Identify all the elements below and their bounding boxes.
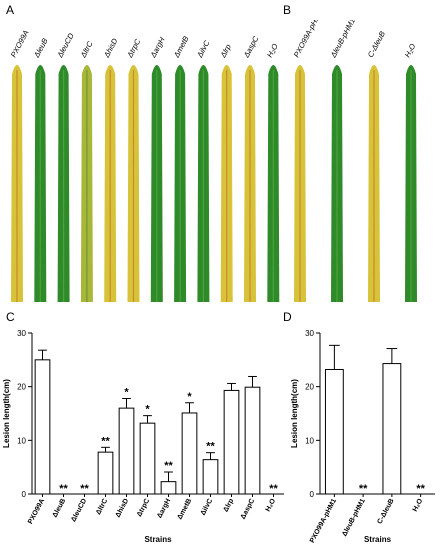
y-tick-label: 30 <box>17 329 26 338</box>
category-label: PXO99A-pHM1 <box>309 498 338 545</box>
bar-3 <box>97 451 114 495</box>
leaf-4 <box>104 65 117 302</box>
y-tick-label: 20 <box>17 383 26 392</box>
category-label: ΔhisD <box>115 498 131 519</box>
leaf-photo-a: PXO99A ΔleuB ΔleuCD ΔltrC ΔhisD ΔtrpC ΔargH Δme… <box>8 20 282 302</box>
category-label: PXO99A <box>27 498 46 526</box>
category-label: ΔaspC <box>240 498 257 521</box>
significance-mark: ** <box>416 483 425 495</box>
category-label: ΔargH <box>156 498 172 520</box>
panel-label-c: C <box>6 310 15 324</box>
significance-mark: ** <box>101 435 110 447</box>
bar-4 <box>118 407 135 495</box>
leaf-label: ΔhisD <box>102 36 120 59</box>
significance-mark: ** <box>59 483 68 495</box>
significance-mark: ** <box>206 441 215 453</box>
leaf-label: ΔleuCD <box>55 31 76 60</box>
category-label: ΔleuCD <box>70 498 88 524</box>
leaf-1 <box>34 65 47 302</box>
leaf-2 <box>368 65 380 302</box>
significance-mark: * <box>124 386 129 398</box>
category-label: Δlrp <box>223 498 236 514</box>
leaf-label: C-ΔleuB <box>366 30 387 59</box>
leaf-label: H₂O <box>403 42 418 59</box>
category-label: ΔtrpC <box>136 498 151 518</box>
significance-mark: ** <box>359 483 368 495</box>
bar-9 <box>223 389 240 495</box>
category-label: H₂O <box>265 497 278 513</box>
panel-label-a: A <box>6 3 15 17</box>
leaf-label: ΔaspC <box>241 34 260 60</box>
leaf-3 <box>405 65 417 302</box>
leaf-5 <box>127 65 140 302</box>
leaf-0 <box>11 65 23 302</box>
leaf-6 <box>150 65 163 302</box>
category-label: ΔmetB <box>177 498 194 521</box>
leaf-label: ΔtrpC <box>125 37 143 60</box>
panel-label-d: D <box>283 310 292 324</box>
significance-mark: ** <box>164 460 173 472</box>
leaf-11 <box>267 65 280 302</box>
leaf-3 <box>80 65 93 302</box>
bar-6 <box>160 481 177 495</box>
leaf-2 <box>57 65 70 302</box>
leaf-0 <box>294 65 306 302</box>
significance-mark: ** <box>269 483 278 495</box>
y-tick-label: 20 <box>305 383 314 392</box>
y-axis-label: Lesion length(cm) <box>2 379 11 448</box>
x-axis-label: Strains <box>364 535 392 544</box>
leaf-10 <box>244 65 256 302</box>
y-tick-label: 10 <box>305 436 314 445</box>
category-label: ΔilvC <box>200 498 215 517</box>
leaf-photo-b-svg: PXO99A-pHM1 ΔleuB-pHM1 C-ΔleuB H₂O <box>292 8 418 302</box>
leaf-photo-a-svg: PXO99A ΔleuB ΔleuCD ΔltrC ΔhisD ΔtrpC ΔargH Δme… <box>9 29 280 302</box>
bar-10 <box>244 386 261 495</box>
x-axis-label: Strains <box>144 535 172 544</box>
bar-0 <box>34 359 51 495</box>
leaf-label: ΔleuB-pHM1 <box>328 20 357 60</box>
leaf-label: ΔargH <box>148 35 167 60</box>
significance-mark: ** <box>80 483 89 495</box>
leaf-8 <box>197 65 210 302</box>
bar-2 <box>382 363 402 495</box>
significance-mark: * <box>187 391 192 403</box>
panel-label-b: B <box>283 3 292 17</box>
y-tick-label: 30 <box>305 329 314 338</box>
leaf-label: ΔilvC <box>195 39 212 60</box>
leaf-label: Δlrp <box>218 43 233 60</box>
y-tick-label: 10 <box>17 436 26 445</box>
leaf-label: ΔltrC <box>78 39 95 59</box>
leaf-label: ΔmetB <box>171 35 190 60</box>
category-label: ΔleuB-pHM1 <box>341 498 367 538</box>
leaf-label: PXO99A <box>9 29 31 59</box>
leaf-7 <box>174 65 187 302</box>
chart-d-lesion-length: 0 10 20 30 Lesion length(cm) PXO99A-pHM1 ** Δle… <box>290 329 435 545</box>
category-label: H₂O <box>412 497 425 513</box>
leaf-photo-b: PXO99A-pHM1 ΔleuB-pHM1 C-ΔleuB H₂O <box>287 8 437 302</box>
bar-7 <box>181 412 198 495</box>
leaf-9 <box>220 65 233 302</box>
leaf-label: H₂O <box>265 42 280 59</box>
category-label: C-ΔleuB <box>377 498 396 526</box>
y-axis-label: Lesion length(cm) <box>290 379 299 448</box>
significance-mark: * <box>145 404 150 416</box>
bar-5 <box>139 422 156 495</box>
bar-0 <box>324 368 344 495</box>
leaf-label: ΔleuB <box>32 37 50 60</box>
y-tick-label: 0 <box>22 490 27 499</box>
category-label: ΔltrC <box>95 498 109 516</box>
leaf-1 <box>331 65 343 302</box>
category-label: ΔleuB <box>52 498 68 519</box>
leaf-label: PXO99A-pHM1 <box>292 20 325 59</box>
bar-8 <box>202 459 219 495</box>
y-tick-label: 0 <box>310 490 315 499</box>
